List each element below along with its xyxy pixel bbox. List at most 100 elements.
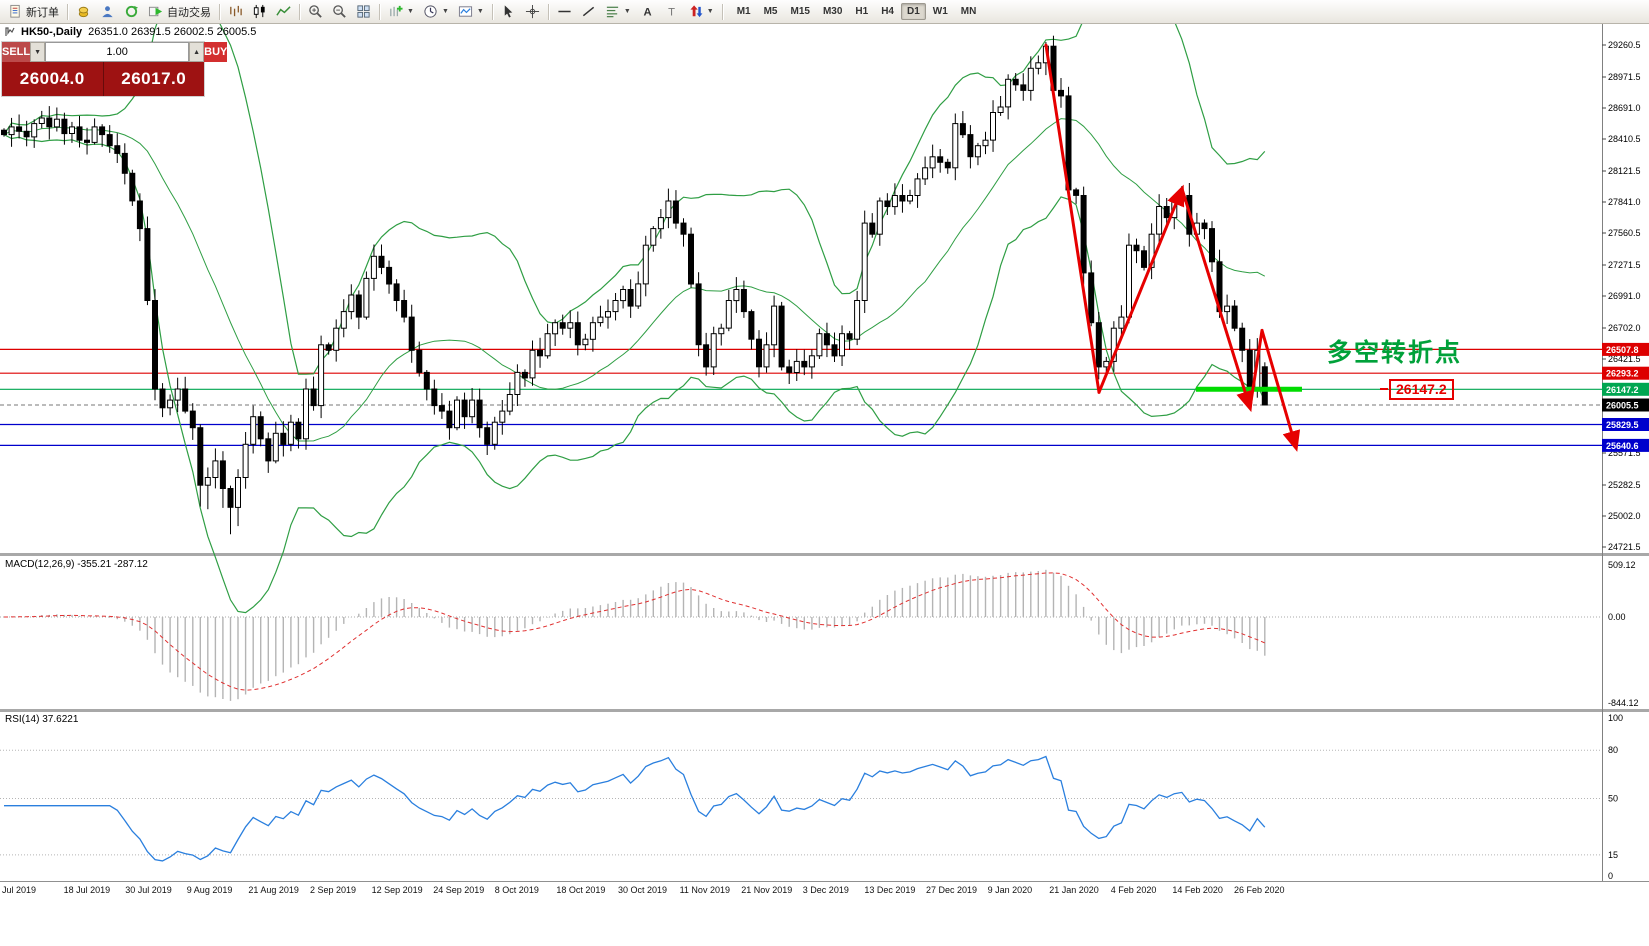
rsi-pane-divider[interactable]	[0, 709, 1649, 712]
price-tick-label: 28971.5	[1608, 72, 1641, 82]
crosshair-icon	[525, 4, 539, 19]
chart-symbol-icon	[5, 27, 15, 36]
bollinger-middle-band	[3, 118, 1266, 442]
bar-chart-icon	[230, 5, 242, 17]
date-tick-label: 18 Jul 2019	[64, 885, 111, 895]
toolbar-separator	[219, 3, 220, 20]
price-tick-label: 24721.5	[1608, 542, 1641, 552]
new-order-button[interactable]: 新订单	[4, 1, 63, 22]
price-tick-label: 26421.5	[1608, 354, 1641, 364]
trend-zigzag-arrow[interactable]	[1260, 328, 1301, 452]
fibonacci-icon	[606, 6, 618, 18]
arrows-tool-button[interactable]: ▼	[684, 1, 718, 22]
price-tick-label: 27560.5	[1608, 228, 1641, 238]
dropdown-caret-icon[interactable]: ▼	[441, 8, 449, 15]
price-tick-label: 25571.5	[1608, 448, 1641, 458]
text-label-icon: T	[668, 7, 675, 19]
rsi-axis-label: 15	[1608, 850, 1618, 860]
dropdown-caret-icon[interactable]: ▼	[476, 8, 484, 15]
date-tick-label: 26 Feb 2020	[1234, 885, 1285, 895]
toolbar-separator	[491, 3, 493, 20]
date-tick-label: 27 Dec 2019	[926, 885, 977, 895]
timeframe-group: M1 M5 M15 M30 H1 H4 D1 W1 MN	[731, 3, 983, 20]
dropdown-caret-icon[interactable]: ▼	[407, 8, 414, 15]
date-tick-label: Jul 2019	[2, 885, 36, 895]
price-level-label: 26293.2	[1606, 369, 1639, 379]
clock-icon	[424, 5, 437, 18]
date-tick-label: 3 Dec 2019	[803, 885, 849, 895]
tile-windows-button[interactable]	[352, 1, 375, 22]
horizontal-line-tool-button[interactable]	[553, 1, 576, 22]
text-icon: A	[643, 7, 651, 19]
date-tick-label: 8 Oct 2019	[495, 885, 539, 895]
cursor-button[interactable]	[497, 1, 520, 22]
market-watch-button[interactable]	[72, 1, 95, 22]
trend-zigzag-arrow[interactable]	[1248, 328, 1264, 410]
trend-zigzag-arrow[interactable]	[1044, 43, 1101, 394]
toolbar-separator	[67, 3, 68, 20]
date-tick-label: 11 Nov 2019	[680, 885, 730, 895]
price-tick-label: 25282.5	[1608, 480, 1641, 490]
candlestick-chart-button[interactable]	[248, 1, 271, 22]
candles	[1, 35, 1268, 535]
volume-increase-button[interactable]: ▲	[189, 42, 205, 62]
indicators-button[interactable]: ▼	[384, 1, 418, 22]
toolbar-separator	[547, 3, 549, 20]
timeframe-mn[interactable]: MN	[960, 6, 977, 17]
volume-decrease-button[interactable]: ▼	[30, 42, 46, 62]
date-tick-label: 9 Jan 2020	[988, 885, 1033, 895]
line-chart-button[interactable]	[272, 1, 295, 22]
autotrading-button[interactable]: 自动交易	[144, 1, 215, 22]
timeframe-h4[interactable]: H4	[881, 6, 894, 17]
timeframe-m30[interactable]: M30	[822, 6, 843, 17]
sell-button[interactable]: SELL	[2, 42, 31, 62]
timeframe-m1[interactable]: M1	[736, 6, 751, 17]
autotrading-icon	[148, 6, 163, 17]
cursor-icon	[504, 5, 513, 18]
macd-axis-label: 509.12	[1608, 560, 1636, 570]
zoom-in-button[interactable]	[304, 1, 327, 22]
toolbar-separator	[721, 3, 723, 20]
text-label-tool-button[interactable]: T	[660, 1, 683, 22]
dropdown-caret-icon[interactable]: ▼	[623, 8, 631, 15]
macd-histogram	[10, 569, 1266, 701]
timeframe-w1[interactable]: W1	[932, 6, 948, 17]
price-tick-label: 28691.0	[1608, 103, 1641, 113]
periods-button[interactable]: ▼	[419, 1, 453, 22]
ask-price[interactable]: 26017.0	[102, 62, 205, 96]
fibonacci-tool-button[interactable]: ▼	[601, 1, 635, 22]
bar-chart-button[interactable]	[224, 1, 247, 22]
crosshair-button[interactable]	[521, 1, 544, 22]
macd-pane-divider[interactable]	[0, 553, 1649, 556]
templates-button[interactable]: ▼	[454, 1, 488, 22]
timeframe-d1[interactable]: D1	[901, 3, 926, 20]
date-tick-label: 12 Sep 2019	[372, 885, 423, 895]
horizontal-line-icon	[558, 10, 571, 13]
price-flag-tick	[1380, 388, 1388, 390]
bid-price[interactable]: 26004.0	[19, 69, 85, 88]
timeframe-m5[interactable]: M5	[763, 6, 778, 17]
volume-spinner: ▼ ▲	[30, 42, 205, 62]
autotrading-label: 自动交易	[167, 6, 211, 19]
svg-text:A: A	[643, 7, 651, 19]
rsi-axis-label: 80	[1608, 745, 1618, 755]
trendline-tool-button[interactable]	[577, 1, 600, 22]
price-tick-label: 28410.5	[1608, 134, 1641, 144]
trend-zigzag-arrow[interactable]	[1180, 187, 1254, 413]
text-tool-button[interactable]: A	[636, 1, 659, 22]
date-tick-label: 14 Feb 2020	[1172, 885, 1223, 895]
refresh-button[interactable]	[120, 1, 143, 22]
buy-button[interactable]: BUY	[204, 42, 228, 62]
price-tick-label: 27841.0	[1608, 197, 1641, 207]
trend-zigzag-arrow[interactable]	[1097, 184, 1185, 394]
timeframe-h1[interactable]: H1	[855, 6, 869, 17]
dropdown-caret-icon[interactable]: ▼	[706, 8, 714, 15]
macd-indicator-label: MACD(12,26,9) -355.21 -287.12	[5, 559, 148, 570]
price-flag-annotation: 26147.2	[1389, 379, 1454, 400]
volume-input[interactable]	[45, 42, 190, 62]
navigator-icon	[102, 6, 113, 18]
navigator-button[interactable]	[96, 1, 119, 22]
zoom-out-button[interactable]	[328, 1, 351, 22]
timeframe-m15[interactable]: M15	[790, 6, 810, 17]
